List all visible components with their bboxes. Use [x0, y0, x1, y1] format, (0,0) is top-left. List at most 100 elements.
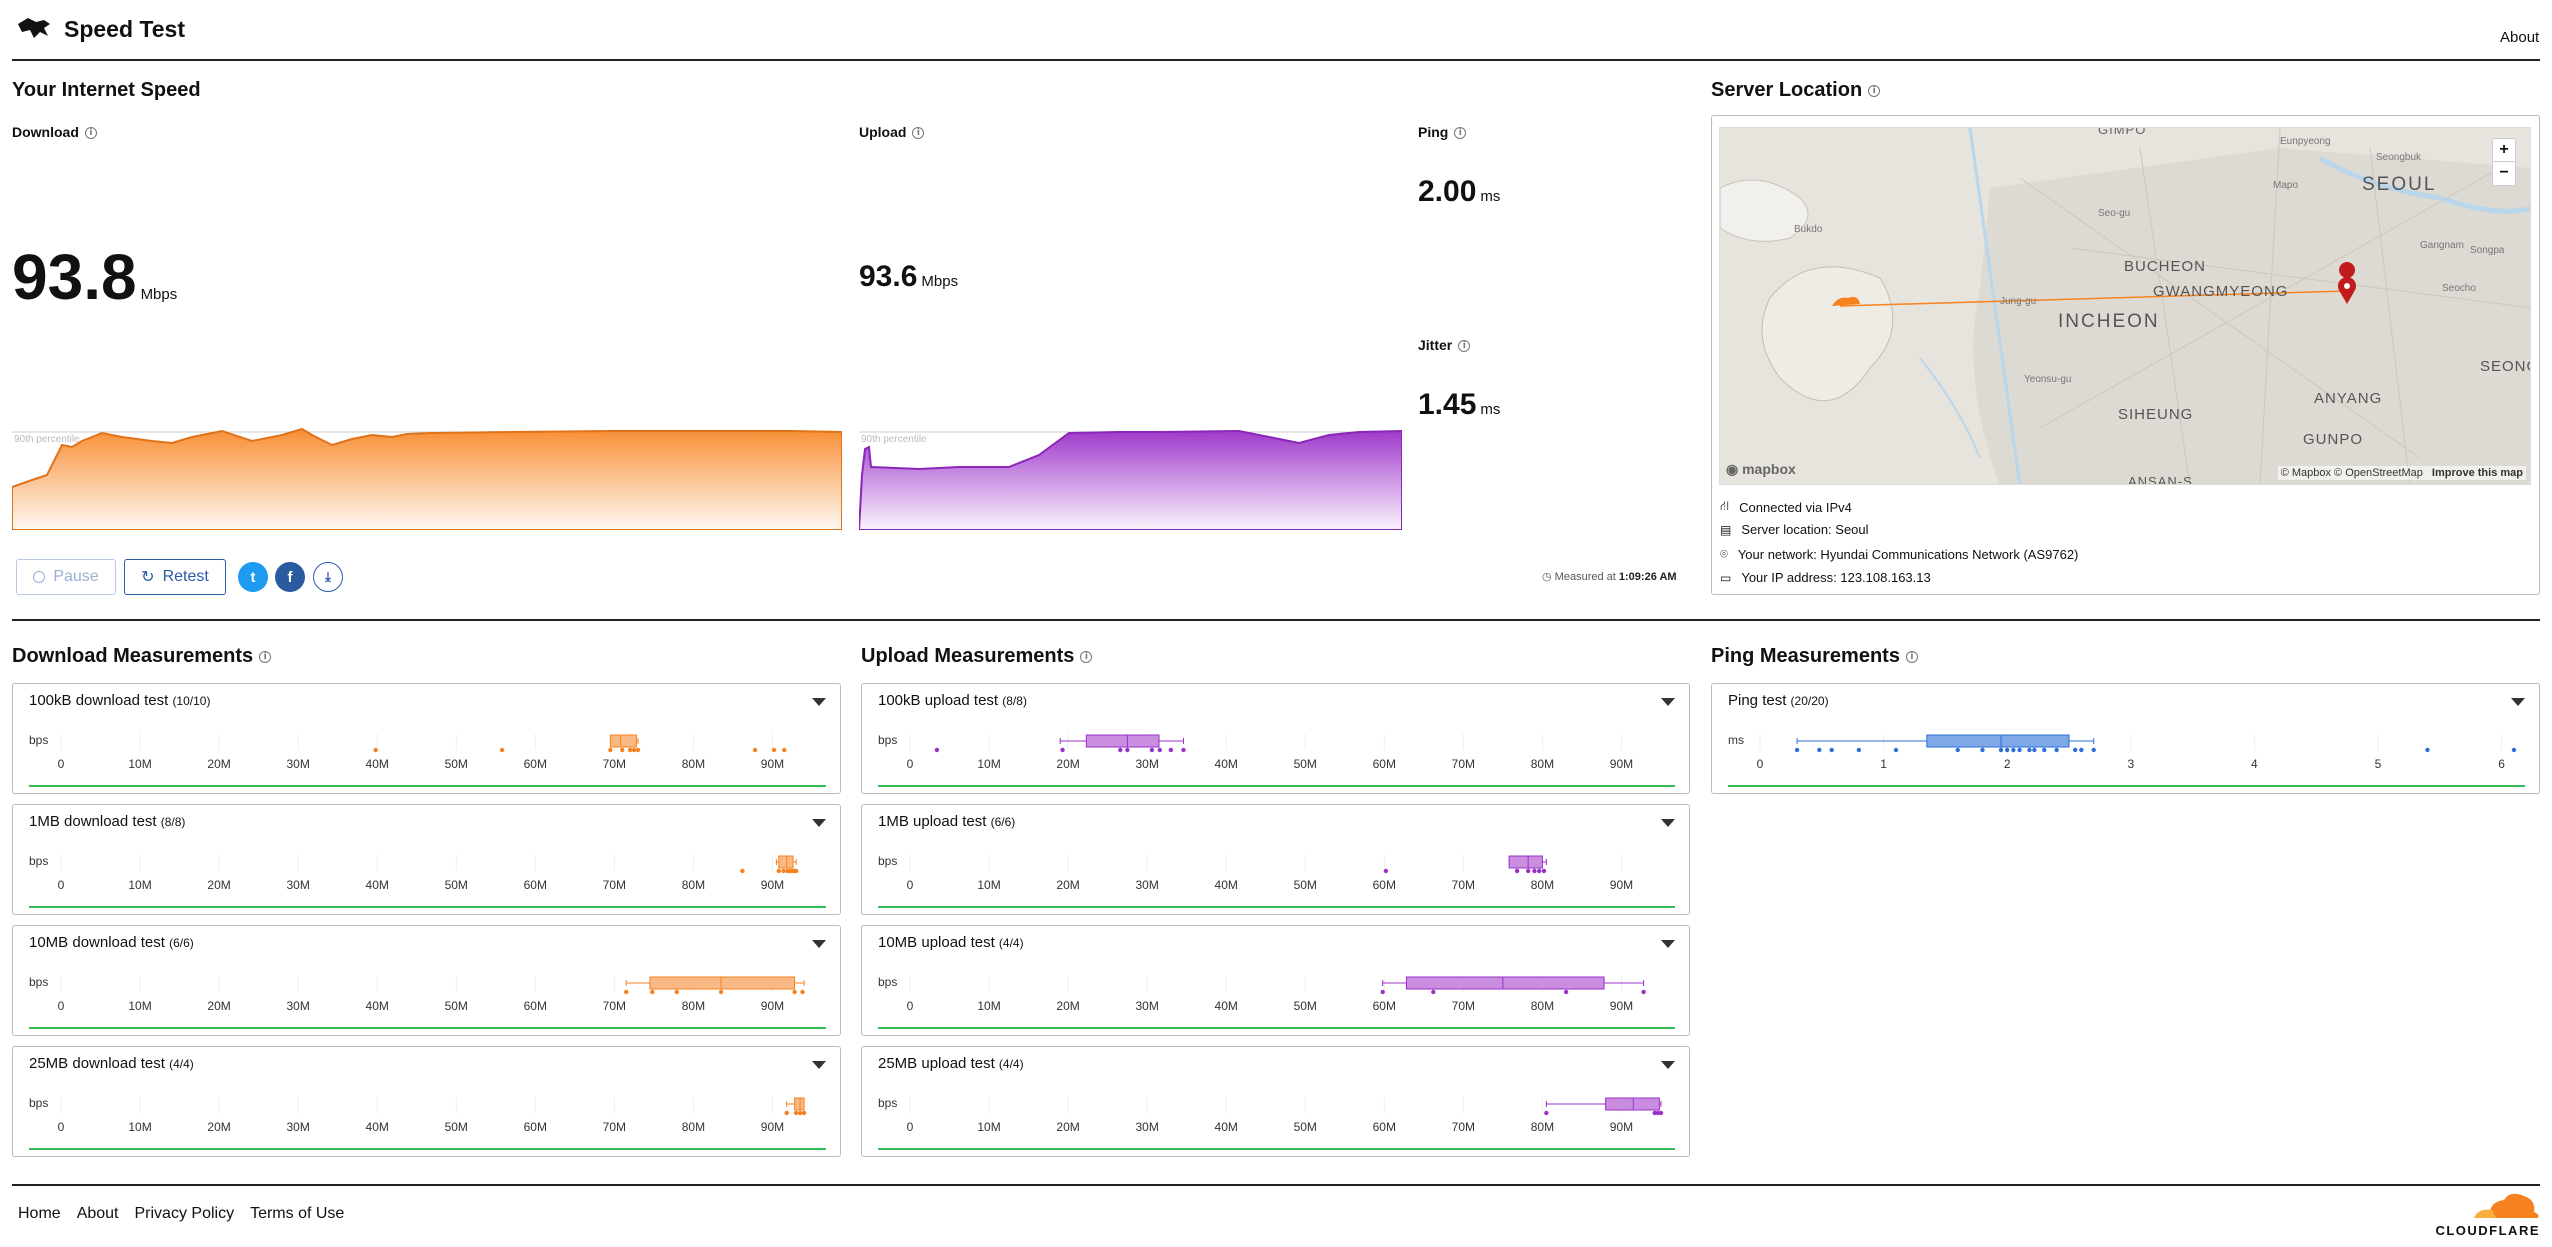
- facebook-share-button[interactable]: f: [275, 562, 305, 592]
- sample-point: [752, 747, 758, 753]
- sample-point: [2425, 747, 2430, 753]
- axis-tick-label: 20M: [1056, 999, 1079, 1013]
- axis-tick-label: 90M: [1610, 999, 1633, 1013]
- axis-tick-label: 0: [58, 1120, 65, 1134]
- info-icon[interactable]: i: [1868, 84, 1881, 97]
- axis-tick-label: 10M: [977, 999, 1000, 1013]
- footer-about-link[interactable]: About: [76, 1205, 119, 1222]
- map-label: SEONGN: [2480, 358, 2530, 375]
- sample-point: [2079, 747, 2084, 753]
- internet-speed-heading: Your Internet Speed: [12, 79, 201, 101]
- download-test-card[interactable]: 100kB download test (10/10) bps 0 10M 20M 30M…: [12, 683, 841, 794]
- sample-point: [1431, 989, 1436, 995]
- percentile-label: 90th percentile: [861, 434, 927, 445]
- chevron-down-icon[interactable]: [812, 819, 826, 827]
- axis-tick-label: 30M: [1135, 1120, 1158, 1134]
- axis-tick-label: 70M: [1452, 878, 1475, 892]
- sample-point: [1655, 1110, 1661, 1116]
- info-icon[interactable]: i: [1905, 650, 1918, 663]
- cloudflare-marker-icon: [1832, 296, 1860, 306]
- axis-unit-label: bps: [878, 733, 897, 747]
- info-icon[interactable]: i: [1458, 340, 1471, 353]
- sample-point: [1980, 747, 1985, 753]
- axis-tick-label: 40M: [366, 878, 389, 892]
- info-icon[interactable]: i: [84, 127, 97, 140]
- download-test-card[interactable]: 1MB download test (8/8) bps 0 10M 20M 30M 40M 5…: [12, 804, 841, 915]
- zoom-in-button[interactable]: +: [2492, 138, 2516, 162]
- ping-value: 2.00 ms: [1418, 175, 1501, 208]
- ping-test-card[interactable]: Ping test (20/20) ms 0 1 2 3 4 5 6: [1711, 683, 2540, 794]
- upload-test-card[interactable]: 10MB upload test (4/4) bps 0 10M 20M 30M 40M 50…: [861, 925, 1690, 1036]
- info-icon[interactable]: i: [1080, 650, 1093, 663]
- axis-unit-label: bps: [29, 975, 48, 989]
- axis-tick-label: 60M: [524, 878, 547, 892]
- server-map[interactable]: GIMPO Eunpyeong Seongbuk Mapo SEOUL Seo-…: [1719, 127, 2531, 485]
- footer-terms-link[interactable]: Terms of Use: [250, 1205, 345, 1222]
- sample-point: [620, 747, 625, 753]
- chevron-down-icon[interactable]: [812, 698, 826, 706]
- upload-test-card[interactable]: 25MB upload test (4/4) bps 0 10M 20M 30M 40M 50…: [861, 1046, 1690, 1157]
- about-link[interactable]: About: [2500, 29, 2540, 46]
- chevron-down-icon[interactable]: [812, 1061, 826, 1069]
- upload-test-card[interactable]: 1MB upload test (6/6) bps 0 10M 20M 30M 40M 50M…: [861, 804, 1690, 915]
- sample-point: [1383, 868, 1389, 874]
- iqr-box: [1085, 734, 1160, 748]
- footer-privacy-link[interactable]: Privacy Policy: [134, 1205, 235, 1222]
- axis-tick-label: 80M: [1531, 878, 1554, 892]
- sample-point: [784, 1110, 789, 1116]
- chevron-down-icon[interactable]: [1661, 940, 1675, 948]
- pause-button[interactable]: Pause: [16, 559, 116, 595]
- info-icon[interactable]: i: [1454, 127, 1467, 140]
- axis-tick-label: 20M: [207, 757, 230, 771]
- sample-point: [674, 989, 679, 995]
- chevron-down-icon[interactable]: [2511, 698, 2525, 706]
- axis-tick-label: 50M: [1294, 878, 1317, 892]
- app-logo[interactable]: [14, 14, 54, 44]
- axis-tick-label: 0: [1757, 757, 1764, 771]
- retest-button[interactable]: ↻ Retest: [124, 559, 226, 595]
- axis-tick-label: 0: [907, 878, 914, 892]
- download-results-button[interactable]: ⤓: [313, 562, 343, 592]
- sample-point: [740, 868, 745, 874]
- axis-tick-label: 90M: [761, 999, 784, 1013]
- network-info: ⌾ Your network: Hyundai Communications N…: [1720, 546, 2079, 562]
- footer-home-link[interactable]: Home: [18, 1205, 61, 1222]
- axis-unit-label: bps: [29, 854, 48, 868]
- info-icon[interactable]: i: [259, 650, 272, 663]
- map-label: ANSAN-S: [2128, 474, 2193, 485]
- download-test-card[interactable]: 10MB download test (6/6) bps 0 10M 20M 30M 40M…: [12, 925, 841, 1036]
- test-title: 1MB download test (8/8): [29, 813, 186, 830]
- mapbox-logo[interactable]: ◉ mapbox: [1726, 461, 1796, 477]
- axis-tick-label: 4: [2251, 757, 2258, 771]
- box-plot: bps 0 10M 20M 30M 40M 50M 60M 70M 80M 90M: [878, 733, 1675, 787]
- zoom-out-button[interactable]: −: [2492, 162, 2516, 186]
- facebook-icon: f: [287, 568, 293, 586]
- chevron-down-icon[interactable]: [1661, 698, 1675, 706]
- download-test-card[interactable]: 25MB download test (4/4) bps 0 10M 20M 30M 40M…: [12, 1046, 841, 1157]
- upload-measurements-heading: Upload Measurements i: [861, 645, 1093, 668]
- sample-point: [797, 1110, 803, 1116]
- upload-test-card[interactable]: 100kB upload test (8/8) bps 0 10M 20M 30M 40M 5…: [861, 683, 1690, 794]
- sample-point: [2072, 747, 2078, 753]
- improve-map-link[interactable]: Improve this map: [2431, 467, 2523, 479]
- sample-point: [776, 868, 781, 874]
- sample-point: [650, 989, 655, 995]
- info-icon[interactable]: i: [912, 127, 925, 140]
- axis-tick-label: 60M: [1373, 999, 1396, 1013]
- chevron-down-icon[interactable]: [812, 940, 826, 948]
- chevron-down-icon[interactable]: [1661, 1061, 1675, 1069]
- chevron-down-icon[interactable]: [1661, 819, 1675, 827]
- axis-tick-label: 40M: [1215, 999, 1238, 1013]
- cloudflare-logo[interactable]: CLOUDFLARE: [2434, 1192, 2540, 1238]
- map-label: Yeonsu-gu: [2024, 374, 2072, 385]
- sample-point: [1817, 747, 1822, 753]
- axis-tick-label: 50M: [1294, 999, 1317, 1013]
- twitter-share-button[interactable]: t: [238, 562, 268, 592]
- test-title: Ping test (20/20): [1728, 692, 1829, 709]
- axis-tick-label: 90M: [1610, 1120, 1633, 1134]
- sample-point: [499, 747, 505, 753]
- sample-point: [1157, 747, 1162, 753]
- axis-tick-label: 60M: [1373, 878, 1396, 892]
- axis-tick-label: 80M: [1531, 757, 1554, 771]
- sample-point: [1532, 868, 1537, 874]
